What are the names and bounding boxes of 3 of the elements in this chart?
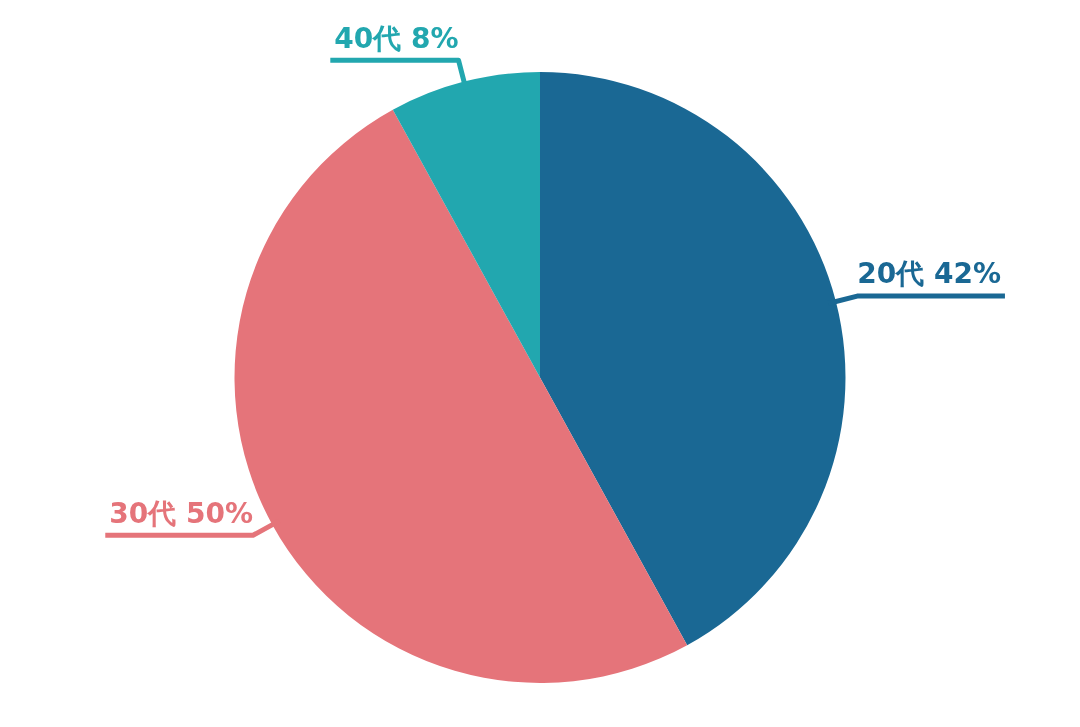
slice-label: 30代 50% [109, 496, 254, 530]
slice-label: 20代 42% [857, 257, 1001, 291]
slice-label: 40代 8% [334, 21, 459, 55]
